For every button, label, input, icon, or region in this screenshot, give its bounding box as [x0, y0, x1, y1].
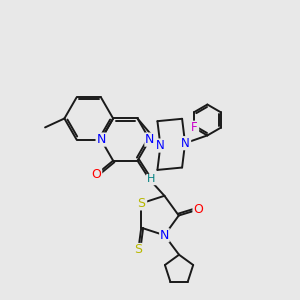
Bar — [96, 135, 106, 144]
Text: N: N — [145, 133, 154, 146]
Bar — [181, 139, 190, 147]
Text: S: S — [137, 197, 145, 210]
Bar — [190, 124, 198, 132]
Text: N: N — [181, 137, 189, 150]
Text: O: O — [193, 203, 203, 216]
Text: N: N — [160, 229, 169, 242]
Bar — [160, 231, 169, 239]
Bar — [145, 135, 155, 144]
Text: F: F — [191, 121, 197, 134]
Bar — [193, 206, 203, 214]
Text: O: O — [92, 168, 101, 181]
Bar — [137, 199, 146, 208]
Text: N: N — [96, 133, 106, 146]
Bar — [156, 141, 165, 150]
Bar — [146, 175, 156, 184]
Bar — [92, 170, 101, 179]
Bar — [134, 246, 143, 254]
Text: N: N — [156, 139, 165, 152]
Text: H: H — [147, 175, 155, 184]
Text: S: S — [134, 244, 142, 256]
